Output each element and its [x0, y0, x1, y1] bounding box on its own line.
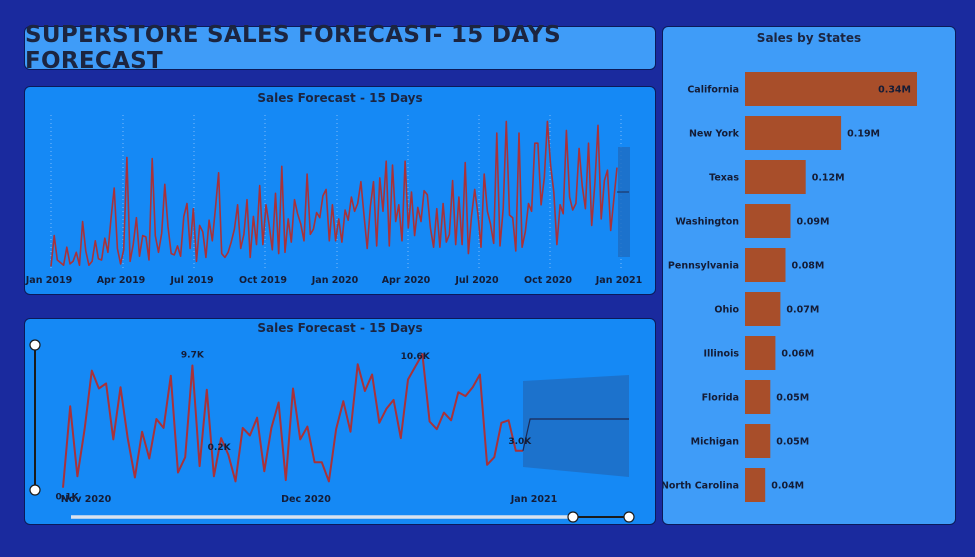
x-tick-label: Oct 2020 [524, 275, 572, 286]
x-tick-label: Apr 2019 [97, 275, 146, 286]
state-bar[interactable] [745, 160, 806, 194]
state-label: North Carolina [663, 481, 739, 492]
x-tick-label: Dec 2020 [281, 494, 331, 505]
state-bar[interactable] [745, 204, 791, 238]
data-label: 0.1K [56, 493, 80, 503]
chart-title: Sales Forecast - 15 Days [257, 321, 423, 335]
title-panel: SUPERSTORE SALES FORECAST- 15 DAYS FOREC… [24, 22, 656, 74]
state-bar[interactable] [745, 468, 766, 502]
bar-value-label: 0.08M [791, 261, 824, 272]
state-bar[interactable] [745, 72, 917, 106]
bar-value-label: 0.09M [797, 217, 830, 228]
state-bar[interactable] [745, 380, 771, 414]
bar-value-label: 0.34M [878, 85, 911, 96]
state-label: Ohio [714, 305, 739, 316]
forecast-band [523, 375, 629, 477]
x-tick-label: Nov 2020 [61, 494, 112, 505]
chart-title: Sales Forecast - 15 Days [257, 91, 423, 105]
sales-series-line [62, 353, 523, 488]
y-range-handle-bottom[interactable] [29, 484, 41, 496]
bar-value-label: 0.06M [781, 349, 814, 360]
x-tick-label: Oct 2019 [239, 275, 287, 286]
x-tick-label: Jan 2019 [25, 275, 72, 286]
x-range-handle-right[interactable] [623, 511, 635, 523]
state-bar[interactable] [745, 424, 771, 458]
data-label: 9.7K [181, 351, 205, 361]
state-label: New York [689, 129, 740, 140]
state-bar[interactable] [745, 292, 781, 326]
x-range-handle-left[interactable] [567, 511, 579, 523]
data-label: 3.0K [508, 437, 532, 447]
bar-value-label: 0.04M [771, 481, 804, 492]
data-label: 0.2K [208, 443, 232, 453]
bar-value-label: 0.07M [786, 305, 819, 316]
state-bar[interactable] [745, 336, 776, 370]
x-tick-label: Jan 2021 [595, 275, 642, 286]
sales-forecast-full-chart[interactable]: Sales Forecast - 15 Days Jan 2019 Apr 201… [24, 86, 656, 295]
state-label: Michigan [691, 437, 740, 448]
sales-by-states-chart[interactable]: Sales by States California 0.34M New York 0… [662, 26, 956, 525]
bar-value-label: 0.05M [776, 393, 809, 404]
bar-value-label: 0.19M [847, 129, 880, 140]
state-label: Pennsylvania [668, 261, 739, 272]
bar-value-label: 0.05M [776, 437, 809, 448]
state-bar[interactable] [745, 248, 786, 282]
state-label: Illinois [703, 349, 739, 360]
y-range-handle-top[interactable] [29, 339, 41, 351]
data-label: 10.6K [401, 352, 431, 362]
line-chart-svg: Jan 2019 Apr 2019 Jul 2019 Oct 2019 Jan 2020… [25, 115, 642, 286]
state-label: Texas [709, 173, 739, 184]
forecast-band [618, 147, 630, 257]
chart-title: Sales by States [756, 31, 862, 45]
forecast-series-line [522, 418, 629, 451]
sales-forecast-zoom-chart[interactable]: Sales Forecast - 15 Days 9.7K 10.6K 0.1K 0.… [24, 318, 656, 525]
x-tick-label: Jul 2020 [454, 275, 499, 286]
sales-series-line [50, 120, 618, 267]
x-tick-label: Jul 2019 [169, 275, 213, 286]
bar-chart-svg: California 0.34M New York 0.19M Texas 0.12M Wa… [663, 72, 917, 502]
dashboard-title: SUPERSTORE SALES FORECAST- 15 DAYS FOREC… [25, 22, 561, 74]
state-label: Washington [675, 217, 739, 228]
state-label: Florida [702, 393, 739, 404]
state-bar[interactable] [745, 116, 842, 150]
x-tick-label: Apr 2020 [382, 275, 431, 286]
state-label: California [687, 85, 739, 96]
line-chart-svg: 9.7K 10.6K 0.1K 0.2K 3.0K Nov 2020 Dec 2020 Jan… [29, 339, 635, 523]
x-tick-label: Jan 2021 [510, 494, 557, 505]
bar-value-label: 0.12M [812, 173, 845, 184]
x-tick-label: Jan 2020 [311, 275, 359, 286]
